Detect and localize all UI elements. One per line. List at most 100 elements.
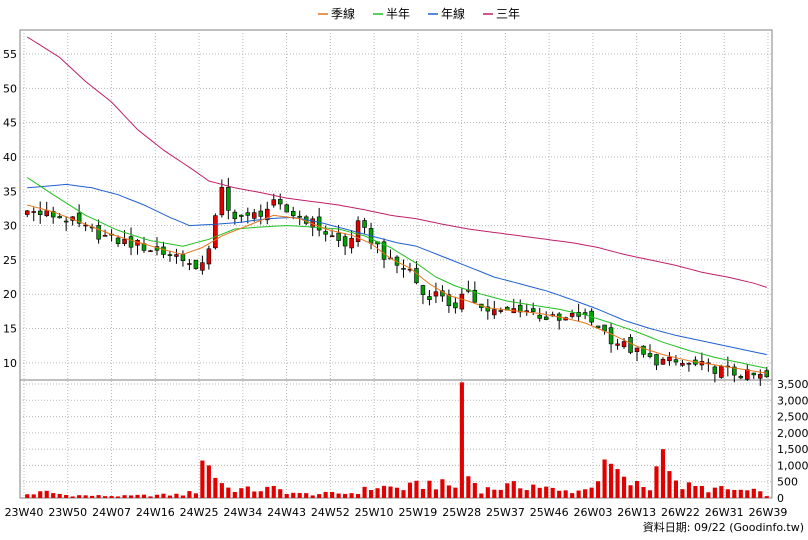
candle-body — [745, 369, 750, 380]
volume-panel-frame — [19, 379, 773, 499]
x-tick-label: 24W52 — [311, 506, 350, 519]
candle-body — [245, 212, 251, 216]
candle-body — [492, 309, 497, 316]
volume-bar — [135, 494, 140, 498]
x-tick-label: 23W40 — [5, 506, 44, 519]
volume-bar — [524, 490, 529, 498]
candle-body — [284, 204, 289, 213]
candle-body — [459, 293, 465, 310]
volume-bar — [686, 482, 691, 498]
candle-body — [537, 314, 542, 319]
volume-bar — [122, 495, 127, 498]
candle-body — [329, 235, 335, 238]
candle-body — [362, 220, 367, 228]
candle-body — [634, 347, 640, 353]
candle-body — [647, 353, 653, 357]
volume-bar — [673, 480, 679, 498]
candle-body — [355, 220, 361, 242]
x-tick-label: 26W22 — [661, 506, 700, 519]
volume-bar — [544, 486, 549, 498]
volume-bar — [317, 494, 322, 498]
candle-body — [265, 208, 270, 221]
half-year-ma-line — [26, 177, 767, 369]
price-tick-label: 35 — [3, 185, 17, 198]
candle-body — [102, 235, 108, 237]
volume-bar — [161, 493, 166, 498]
candle-body — [297, 215, 302, 218]
candle-body — [485, 306, 491, 312]
volume-bar — [712, 487, 717, 498]
price-tick-label: 10 — [3, 357, 17, 370]
volume-bar — [725, 489, 730, 498]
candle-body — [290, 210, 296, 217]
candle-body — [712, 366, 718, 374]
price-tick-label: 20 — [3, 288, 17, 301]
price-tick-label: 45 — [3, 117, 17, 130]
candle-body — [738, 376, 744, 379]
volume-bar — [83, 495, 88, 498]
volume-bar — [356, 493, 361, 498]
candle-body — [667, 356, 672, 362]
volume-bar — [641, 487, 646, 498]
volume-bar — [427, 480, 432, 498]
candle-body — [232, 211, 238, 220]
candle-body — [654, 354, 659, 366]
x-tick-label: 25W37 — [486, 506, 525, 519]
x-tick-label: 25W28 — [442, 506, 481, 519]
candle-body — [213, 215, 218, 249]
volume-bar — [732, 489, 737, 498]
volume-bar — [31, 494, 36, 498]
x-axis-labels: 23W40 23W50 24W07 24W16 24W25 24W34 24W43 24W52… — [5, 506, 788, 519]
x-tick-label: 25W19 — [398, 506, 437, 519]
volume-bar — [252, 491, 257, 498]
legend-label: 三年 — [496, 7, 520, 21]
moving-average-lines — [26, 36, 767, 374]
candle-body — [271, 199, 276, 206]
candle-body — [76, 212, 82, 224]
volume-bar — [621, 476, 627, 498]
volume-bar — [751, 488, 756, 498]
candle-body — [128, 236, 134, 248]
candle-body — [226, 186, 231, 211]
volume-bar — [414, 480, 419, 498]
candle-body — [621, 341, 627, 348]
x-tick-label: 24W07 — [92, 506, 131, 519]
price-panel-frame — [19, 29, 773, 381]
x-tick-label: 26W03 — [574, 506, 613, 519]
volume-bar — [583, 489, 588, 498]
candle-body — [161, 246, 166, 255]
volume-bar — [634, 480, 640, 498]
legend-label: 季線 — [331, 6, 355, 21]
candle-body — [660, 358, 666, 365]
candle-body — [96, 225, 101, 240]
candle-body — [576, 312, 581, 317]
candle-body — [258, 210, 264, 217]
volume-bar — [563, 490, 568, 498]
legend-label: 半年 — [386, 7, 410, 21]
volume-bar — [219, 483, 224, 498]
volume-bar — [596, 481, 601, 498]
volume-tick-label: 0 — [777, 492, 784, 505]
volume-bar — [96, 495, 101, 498]
candle-body — [758, 374, 763, 379]
volume-bar — [745, 490, 750, 498]
volume-bar — [128, 495, 134, 498]
price-tick-label: 40 — [3, 151, 17, 164]
volume-bar — [388, 486, 393, 498]
volume-axis-labels: 0 500 1,000 1,500 2,000 2,500 3,000 3,500 — [777, 378, 808, 505]
candle-body — [316, 216, 322, 231]
volume-bars — [25, 382, 769, 498]
candle-body — [595, 325, 601, 328]
candle-body — [252, 212, 257, 219]
candle-body — [420, 285, 426, 295]
candle-body — [569, 313, 575, 317]
candle-body — [686, 362, 692, 365]
volume-bar — [459, 382, 464, 498]
volume-bar — [680, 489, 685, 498]
candle-body — [472, 289, 478, 303]
volume-bar — [284, 493, 289, 498]
candle-body — [673, 359, 679, 363]
volume-bar — [323, 491, 328, 498]
volume-bar — [764, 496, 769, 498]
